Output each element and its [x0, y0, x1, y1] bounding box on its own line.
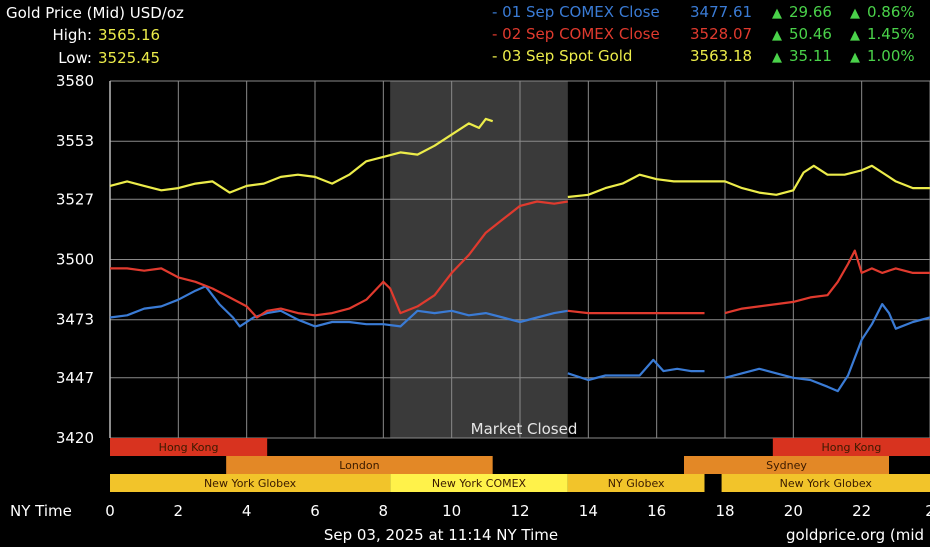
y-axis-ticks: 3580 3553 3527 3500 3473 3447 3420 [56, 72, 94, 447]
session-bar [721, 474, 930, 492]
x-tick-label: 10 [442, 502, 461, 520]
legend-series-name: - 01 Sep COMEX Close [492, 3, 660, 21]
x-axis-ticks: 02468101214161820222 [105, 502, 930, 520]
session-label: New York Globex [780, 477, 873, 490]
x-tick-label: 0 [105, 502, 115, 520]
session-label: London [339, 459, 379, 472]
legend-row-01sep: - 01 Sep COMEX Close 3477.61 ▲ 29.66 ▲ 0… [492, 3, 915, 21]
session-bar [684, 456, 889, 474]
y-tick-label: 3473 [56, 311, 94, 329]
x-tick-label: 2 [174, 502, 184, 520]
legend-pct: 1.00% [867, 47, 915, 65]
low-label: Low: [58, 49, 92, 67]
legend-price: 3563.18 [690, 47, 752, 65]
y-tick-label: 3500 [56, 251, 94, 269]
legend-row-02sep: - 02 Sep COMEX Close 3528.07 ▲ 50.46 ▲ 1… [492, 25, 915, 43]
legend-series-name: - 03 Sep Spot Gold [492, 47, 632, 65]
session-label: Hong Kong [822, 441, 882, 454]
series-line [724, 249, 930, 315]
footer-source: goldprice.org (mid [786, 526, 924, 544]
y-tick-label: 3580 [56, 72, 94, 90]
session-bar [390, 474, 568, 492]
legend-price: 3477.61 [690, 3, 752, 21]
y-tick-label: 3447 [56, 369, 94, 387]
session-label: New York Globex [204, 477, 297, 490]
legend-change: 50.46 [789, 25, 832, 43]
x-axis-title: NY Time [10, 502, 72, 520]
session-bar [110, 438, 268, 456]
y-tick-label: 3553 [56, 132, 94, 150]
up-arrow-icon: ▲ [772, 6, 782, 21]
x-tick-label: 22 [852, 502, 871, 520]
legend-pct: 1.45% [867, 25, 915, 43]
footer-timestamp: Sep 03, 2025 at 11:14 NY Time [324, 526, 558, 544]
grid [109, 80, 930, 439]
up-arrow-icon: ▲ [772, 50, 782, 65]
x-tick-label: 6 [310, 502, 320, 520]
legend-change: 35.11 [789, 47, 832, 65]
session-label: Sydney [766, 459, 807, 472]
x-tick-label: 8 [379, 502, 389, 520]
x-tick-label: 4 [242, 502, 252, 520]
session-bar [772, 438, 930, 456]
y-tick-label: 3527 [56, 190, 94, 208]
legend-pct: 0.86% [867, 3, 915, 21]
x-tick-label: 12 [510, 502, 529, 520]
x-tick-label: 14 [579, 502, 598, 520]
series-line [567, 358, 705, 382]
y-tick-label: 3420 [56, 429, 94, 447]
legend-row-03sep: - 03 Sep Spot Gold 3563.18 ▲ 35.11 ▲ 1.0… [492, 47, 915, 65]
up-arrow-icon: ▲ [850, 50, 860, 65]
session-bar [110, 474, 391, 492]
trading-sessions: Hong Kong Hong Kong London Sydney New York G… [110, 438, 930, 492]
session-label: Hong Kong [159, 441, 219, 454]
session-bar [567, 474, 705, 492]
low-value: 3525.45 [98, 49, 160, 67]
up-arrow-icon: ▲ [850, 6, 860, 21]
series-line [109, 285, 568, 328]
up-arrow-icon: ▲ [850, 28, 860, 43]
legend-change: 29.66 [789, 3, 832, 21]
market-closed-label: Market Closed [471, 420, 578, 438]
legend-series-name: - 02 Sep COMEX Close [492, 25, 660, 43]
x-tick-label: 2 [925, 502, 930, 520]
series-line [567, 164, 930, 199]
series-line [109, 117, 494, 194]
series-lines [109, 117, 930, 393]
high-value: 3565.16 [98, 26, 160, 44]
legend-price: 3528.07 [690, 25, 752, 43]
x-tick-label: 20 [784, 502, 803, 520]
series-line [567, 309, 705, 315]
up-arrow-icon: ▲ [772, 28, 782, 43]
legend: - 01 Sep COMEX Close 3477.61 ▲ 29.66 ▲ 0… [492, 3, 915, 65]
high-label: High: [52, 26, 92, 44]
x-tick-label: 16 [647, 502, 666, 520]
session-label: NY Globex [608, 477, 665, 490]
series-line [724, 303, 930, 393]
session-label: New York COMEX [432, 477, 527, 490]
chart-title: Gold Price (Mid) USD/oz [6, 4, 184, 22]
session-bar [226, 456, 493, 474]
x-tick-label: 18 [715, 502, 734, 520]
series-line [110, 200, 568, 319]
